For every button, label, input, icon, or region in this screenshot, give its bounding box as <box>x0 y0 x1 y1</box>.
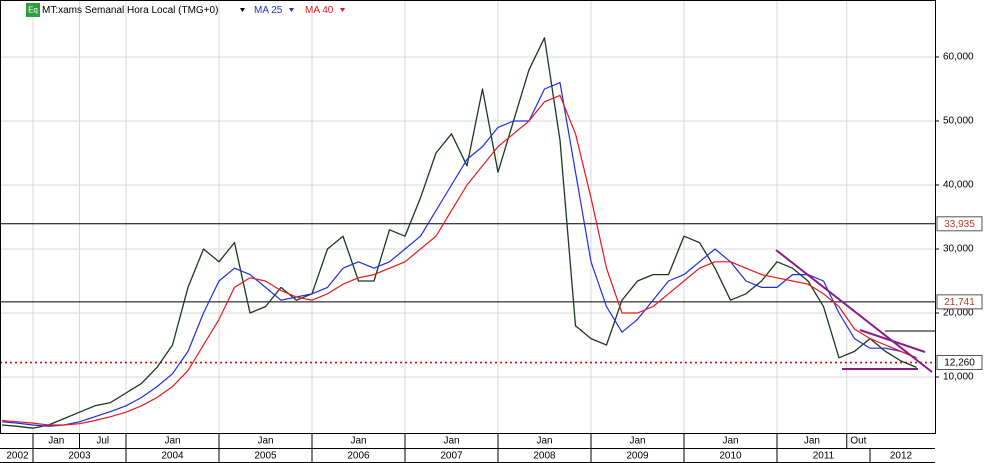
x-tick-label: Jan <box>536 436 552 447</box>
trend-line <box>775 249 933 373</box>
legend: Eq MT:xams Semanal Hora Local (TMG+0) MA… <box>26 3 345 17</box>
x-tick-label: Jan <box>804 436 820 447</box>
legend-item[interactable]: MT:xams Semanal Hora Local (TMG+0) <box>42 5 218 16</box>
series-line <box>1 37 917 429</box>
x-tick-label: Jan <box>350 436 366 447</box>
y-tick-label: 10,000 <box>943 372 974 383</box>
series-line <box>1 82 917 427</box>
y-tick-label: 50,000 <box>943 116 974 127</box>
year-tick-label: 2005 <box>254 451 277 462</box>
x-tick-label: Jan <box>722 436 738 447</box>
year-tick-label: 2002 <box>6 451 29 462</box>
trend-annotations <box>775 249 935 373</box>
level-label-box <box>936 294 983 310</box>
year-tick-label: 2006 <box>347 451 370 462</box>
badge <box>26 3 40 17</box>
year-tick-label: 2012 <box>890 451 913 462</box>
year-tick-label: 2011 <box>813 451 835 462</box>
year-tick-label: 2004 <box>161 451 184 462</box>
legend-item[interactable]: MA 25 <box>254 5 283 16</box>
year-tick-label: 2010 <box>719 451 742 462</box>
y-tick-label: 60,000 <box>943 52 974 63</box>
level-label-box <box>936 355 983 371</box>
badge-text: Eq <box>28 6 38 15</box>
y-tick-label: 30,000 <box>943 244 974 255</box>
x-tick-label: Jan <box>629 436 645 447</box>
grid <box>0 0 935 433</box>
x-tick-label: Out <box>850 436 866 447</box>
y-tick-label: 20,000 <box>943 308 974 319</box>
x-tick-label: Jan <box>48 436 64 447</box>
legend-item[interactable]: MA 40 <box>305 5 334 16</box>
year-tick-label: 2008 <box>533 451 556 462</box>
level-label: 12,260 <box>944 358 975 369</box>
trend-line <box>859 329 926 353</box>
plot-frame <box>0 0 936 434</box>
dropdown-arrow[interactable] <box>240 8 245 12</box>
series-line <box>1 94 917 426</box>
x-tick-label: Jan <box>164 436 180 447</box>
x-tick-label: Jul <box>96 436 109 447</box>
dropdown-arrow[interactable] <box>340 8 345 12</box>
x-tick-label: Jan <box>257 436 273 447</box>
level-label: 21,741 <box>944 297 975 308</box>
axes: 10,000 20,000 30,000 40,000 50,000 60,000 Jan J… <box>6 52 983 463</box>
x-tick-label: Jan <box>443 436 459 447</box>
level-label-box <box>936 216 983 232</box>
level-label: 33,935 <box>944 219 975 230</box>
plot-marks <box>0 37 935 429</box>
dropdown-arrow[interactable] <box>289 8 294 12</box>
year-tick-label: 2003 <box>68 451 91 462</box>
year-tick-label: 2007 <box>440 451 463 462</box>
year-tick-label: 2009 <box>626 451 649 462</box>
y-tick-label: 40,000 <box>943 180 974 191</box>
